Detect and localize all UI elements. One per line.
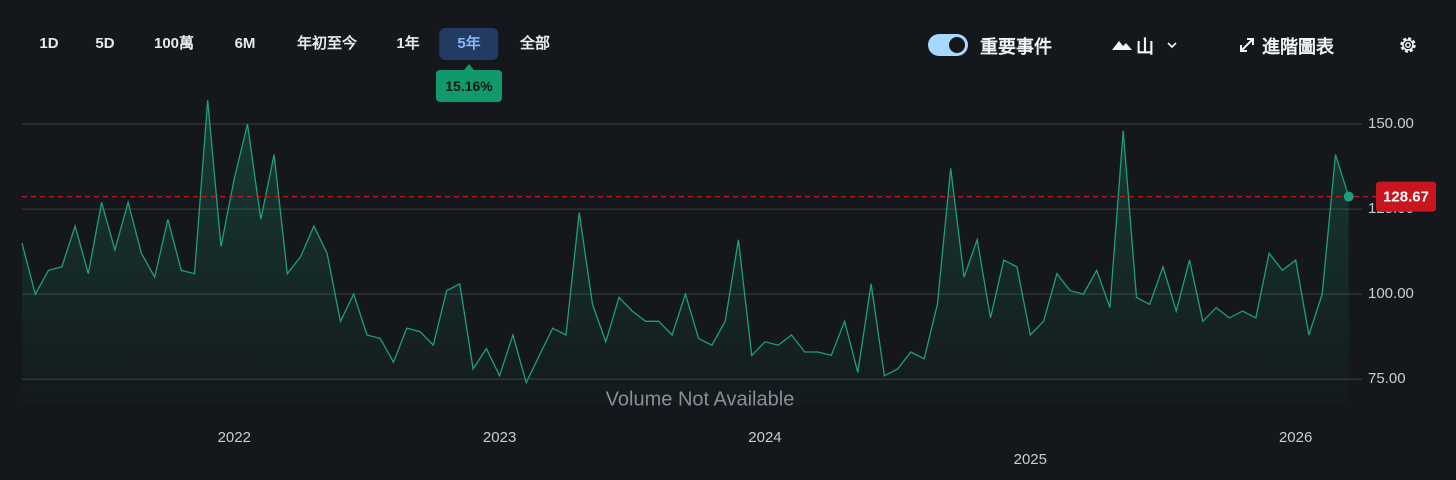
settings-icon[interactable]	[1397, 34, 1419, 56]
range-button[interactable]: 全部	[519, 35, 551, 52]
range-button[interactable]: 6M	[234, 35, 256, 52]
last-price-label: 128.67	[1383, 189, 1429, 206]
price-line	[21, 100, 1350, 385]
x-tick-label: 2022	[218, 429, 251, 446]
last-price-box	[1376, 181, 1436, 212]
y-tick-label: 125.00	[1368, 200, 1414, 217]
x-tick-label: 2026	[1279, 429, 1312, 446]
mountain-icon	[1112, 41, 1132, 50]
x-tick-label: 2024	[748, 429, 781, 446]
area-fill	[22, 100, 1349, 403]
range-button[interactable]: 5D	[95, 35, 115, 52]
range-button[interactable]: 年初至今	[296, 35, 358, 52]
events-label[interactable]: 重要事件	[980, 37, 1052, 57]
x-tick-label: 2023	[483, 429, 516, 446]
y-tick-label: 100.00	[1368, 285, 1414, 302]
chart-style[interactable]: 山	[1136, 37, 1154, 57]
range-button[interactable]: 1年	[396, 35, 420, 52]
expand-icon	[1240, 38, 1254, 52]
period-change: 15.16%	[436, 64, 502, 102]
events-toggle[interactable]	[928, 34, 968, 56]
volume-note: Volume Not Available	[606, 388, 795, 410]
x-tick-label: 2025	[1014, 451, 1047, 468]
range-button[interactable]: 100萬	[153, 35, 195, 52]
advanced-chart[interactable]: 進階圖表	[1262, 37, 1334, 57]
last-price-dot	[1343, 191, 1354, 202]
range-button[interactable]: 1D	[39, 35, 59, 52]
y-tick-label: 75.00	[1368, 370, 1406, 387]
y-tick-label: 150.00	[1368, 115, 1414, 132]
toggle-knob	[949, 37, 965, 53]
range-button[interactable]: 5年	[439, 28, 499, 60]
chevron	[1167, 42, 1177, 49]
